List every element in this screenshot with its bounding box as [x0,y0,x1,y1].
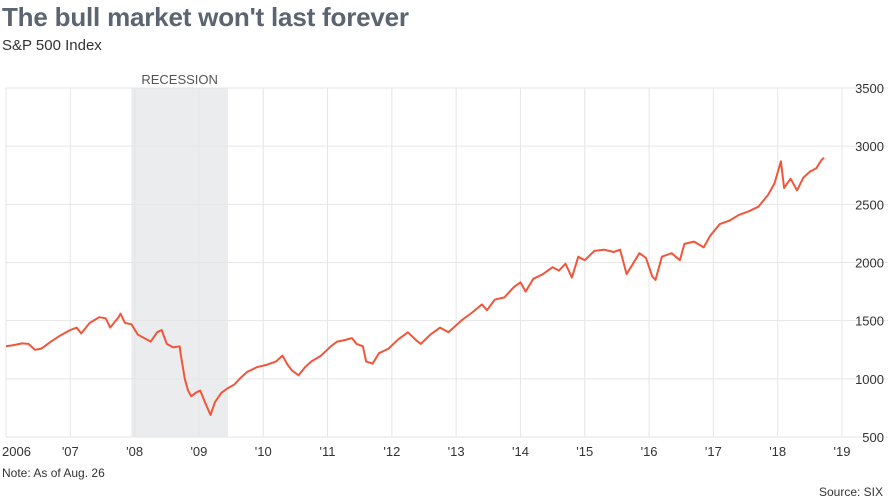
chart-subtitle: S&P 500 Index [2,37,102,54]
series-layer [5,157,825,416]
x-tick-label: '07 [62,444,79,459]
x-tick-label: '18 [769,444,786,459]
y-tick-label: 500 [862,430,884,445]
x-tick-label: '13 [448,444,465,459]
y-tick-label: 3500 [855,81,884,96]
x-tick-label: 2006 [2,444,31,459]
series-line [5,157,825,416]
chart-title: The bull market won't last forever [2,2,409,32]
x-tick-label: '14 [512,444,529,459]
y-tick-label: 1000 [855,372,884,387]
x-tick-label: '08 [126,444,143,459]
chart-note: Note: As of Aug. 26 [2,466,105,480]
y-tick-label: 2500 [855,197,884,212]
y-tick-label: 1500 [855,314,884,329]
recession-layer: RECESSION [131,72,228,437]
x-tick-label: '16 [641,444,658,459]
x-tick-label: '12 [383,444,400,459]
y-axis: 500 1000 1500 2000 2500 3000 3500 [855,81,884,445]
x-tick-label: '19 [834,444,851,459]
x-tick-label: '11 [320,444,336,459]
y-tick-label: 3000 [855,139,884,154]
y-tick-label: 2000 [855,256,884,271]
chart-source: Source: SIX [818,485,883,499]
grid-layer [5,87,888,438]
recession-label: RECESSION [141,72,218,87]
x-tick-label: '15 [576,444,593,459]
x-axis: 2006 '07 '08 '09 '10 '11 '12 '13 '14 '15 '16 '17 '18… [2,444,850,459]
x-tick-label: '17 [705,444,722,459]
x-tick-label: '09 [190,444,207,459]
x-tick-label: '10 [255,444,272,459]
